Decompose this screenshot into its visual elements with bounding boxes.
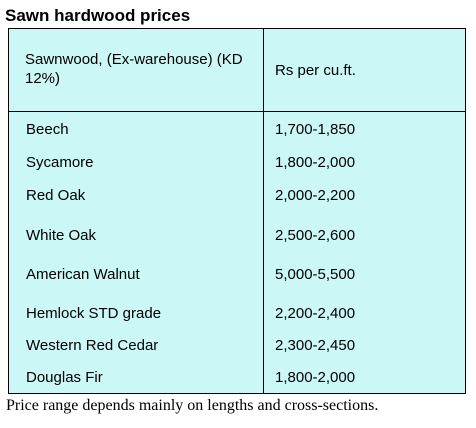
row-name-sycamore: Sycamore (26, 154, 94, 171)
row-price-american-walnut: 5,000-5,500 (275, 266, 356, 283)
row-price-hemlock: 2,200-2,400 (275, 305, 356, 322)
row-price-white-oak: 2,500-2,600 (275, 227, 356, 244)
footnote: Price range depends mainly on lengths an… (6, 397, 379, 414)
row-name-western-red-cedar: Western Red Cedar (26, 337, 159, 354)
row-name-white-oak: White Oak (26, 227, 97, 244)
row-price-western-red-cedar: 2,300-2,450 (275, 337, 356, 354)
row-name-hemlock: Hemlock STD grade (26, 305, 162, 322)
column-header-sawnwood: Sawnwood, (Ex-warehouse) (KD 12%) (25, 51, 243, 87)
price-table: Sawnwood, (Ex-warehouse) (KD 12%) Rs per… (8, 28, 466, 394)
page-title: Sawn hardwood prices (5, 6, 191, 25)
header-divider (9, 111, 465, 112)
row-price-douglas-fir: 1,800-2,000 (275, 369, 356, 386)
column-header-price: Rs per cu.ft. (275, 62, 356, 79)
column-divider (263, 29, 264, 393)
row-price-beech: 1,700-1,850 (275, 121, 356, 138)
row-name-beech: Beech (26, 121, 69, 138)
row-price-sycamore: 1,800-2,000 (275, 154, 356, 171)
row-price-red-oak: 2,000-2,200 (275, 187, 356, 204)
row-name-red-oak: Red Oak (26, 187, 86, 204)
row-name-american-walnut: American Walnut (26, 266, 140, 283)
row-name-douglas-fir: Douglas Fir (26, 369, 103, 386)
